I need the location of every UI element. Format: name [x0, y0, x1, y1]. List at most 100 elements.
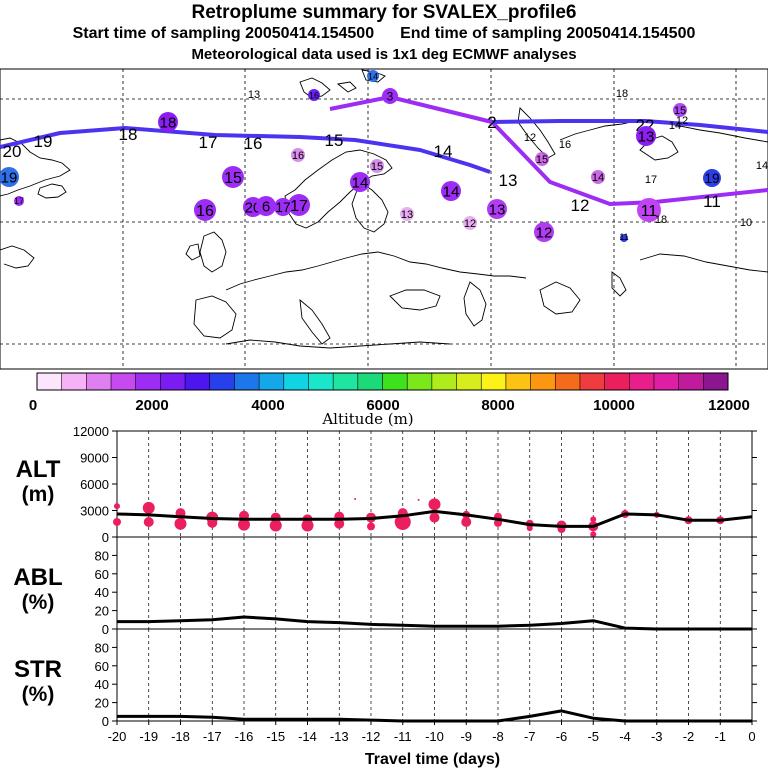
- cluster-label: 14: [443, 184, 460, 201]
- cluster-label: 14: [352, 175, 369, 192]
- cluster-label-small: 13: [248, 89, 260, 101]
- x-tick-label: -10: [425, 729, 444, 744]
- cluster-label-small: 14: [756, 160, 768, 172]
- altitude-point: [590, 531, 597, 538]
- cluster-circle: [158, 112, 178, 132]
- cluster-label-small: 10: [740, 217, 752, 229]
- cluster-label: 16: [196, 203, 214, 220]
- x-tick-label: -17: [203, 729, 222, 744]
- colorbar-swatch: [37, 373, 62, 390]
- y-tick-label: 40: [95, 585, 109, 600]
- colorbar-swatch: [357, 373, 383, 390]
- x-tick-label: -3: [651, 729, 663, 744]
- colorbar-tick-label: 12000: [708, 397, 750, 414]
- upper-track-day-label: 16: [244, 134, 263, 153]
- cluster-circle: [256, 196, 276, 216]
- y-tick-label: 0: [102, 530, 109, 545]
- colorbar-swatch: [629, 373, 655, 390]
- series-line-alt: [116, 509, 753, 528]
- cluster-label: 14: [368, 71, 378, 81]
- y-tick-label: 80: [95, 548, 109, 563]
- cluster-label-small: 14: [592, 172, 604, 184]
- y-tick-label: 60: [95, 567, 109, 582]
- cluster-label: 6: [262, 199, 270, 216]
- lower-track-day-label: 12: [571, 196, 590, 215]
- colorbar-swatch: [456, 373, 482, 390]
- x-tick-label: -4: [619, 729, 631, 744]
- x-axis-label: Travel time (days): [365, 751, 500, 768]
- y-tick-label: 60: [95, 659, 109, 674]
- y-tick-label: 3000: [80, 504, 109, 519]
- cluster-circle-small: [535, 152, 549, 166]
- panel-ylabel-line1: ALT: [16, 456, 61, 483]
- colorbar-tick-label: 2000: [135, 397, 168, 414]
- cluster-label: 13: [489, 202, 506, 219]
- cluster-circle: [288, 194, 310, 216]
- y-tick-label: 40: [95, 677, 109, 692]
- cluster-label: 17: [290, 198, 308, 215]
- cluster-label: 19: [1, 170, 18, 187]
- altitude-point: [526, 525, 533, 532]
- altitude-colorbar: 0 2000 4000 6000 8000 10000 12000 Altitude (m): [29, 372, 750, 428]
- y-tick-label: 0: [102, 622, 109, 637]
- scandinavia-east: [351, 181, 389, 233]
- altitude-point: [301, 519, 314, 532]
- upper-track-day-label: 15: [325, 131, 344, 150]
- upper-track-west: [0, 126, 491, 174]
- greenland-coast: [0, 137, 71, 197]
- x-tick-label: -6: [556, 729, 568, 744]
- cluster-circle: [14, 196, 24, 206]
- cluster-label-small: 15: [674, 105, 686, 117]
- x-tick-label: -18: [171, 729, 190, 744]
- colorbar-tick-label: 6000: [366, 397, 399, 414]
- cluster-circle: [703, 169, 721, 187]
- sampling-times: Start time of sampling 20050414.154500 En…: [0, 25, 768, 43]
- altitude-point: [114, 503, 120, 510]
- cluster-label: 13: [638, 129, 655, 146]
- cluster-label: 19: [704, 171, 719, 186]
- x-tick-label: -1: [714, 729, 726, 744]
- x-tick-label: -9: [460, 729, 472, 744]
- x-tick-label: -14: [298, 729, 317, 744]
- cluster-label-small: 12: [524, 132, 536, 144]
- altitude-point: [113, 517, 121, 526]
- colorbar-swatch: [431, 373, 457, 390]
- x-tick-label: -16: [235, 729, 254, 744]
- cluster-circle: [0, 167, 19, 187]
- x-tick-label: -5: [587, 729, 599, 744]
- y-tick-label: 20: [95, 604, 109, 619]
- cluster-label: 11: [619, 232, 628, 242]
- colorbar-swatch: [111, 373, 137, 390]
- cluster-circle: [350, 172, 370, 192]
- caspian-sea: [463, 281, 487, 327]
- cluster-circle: [637, 198, 661, 222]
- y-tick-label: 6000: [80, 477, 109, 492]
- cluster-circle: [534, 222, 554, 242]
- colorbar-swatch: [135, 373, 161, 390]
- altitude-point: [590, 516, 597, 523]
- cluster-circle: [382, 88, 398, 104]
- y-tick-label: 12000: [73, 424, 109, 439]
- italy-coast: [299, 298, 331, 345]
- cluster-circle-small: [370, 159, 384, 173]
- cluster-label-small: 15: [371, 161, 383, 173]
- y-tick-label: 80: [95, 640, 109, 655]
- altitude-point: [207, 517, 218, 528]
- upper-track-day-label: 19: [34, 132, 53, 151]
- colorbar-tick-label: 10000: [593, 397, 635, 414]
- cluster-circle: [441, 181, 461, 201]
- x-tick-label: 0: [748, 729, 755, 744]
- altitude-point: [142, 501, 155, 514]
- cluster-circle: [274, 198, 292, 216]
- cluster-label-small: 12: [464, 218, 476, 230]
- colorbar-swatch: [86, 373, 112, 390]
- cluster-label-small: 16: [292, 150, 304, 162]
- europe-coast: [225, 251, 527, 291]
- colorbar-tick-label: 0: [29, 397, 37, 414]
- cluster-label: 11: [641, 203, 658, 220]
- upper-track-day-label: 20: [3, 142, 22, 161]
- lower-track-day-label: 11: [703, 192, 721, 211]
- cluster-circle-small: [291, 148, 305, 162]
- cluster-circle-small: [591, 170, 605, 184]
